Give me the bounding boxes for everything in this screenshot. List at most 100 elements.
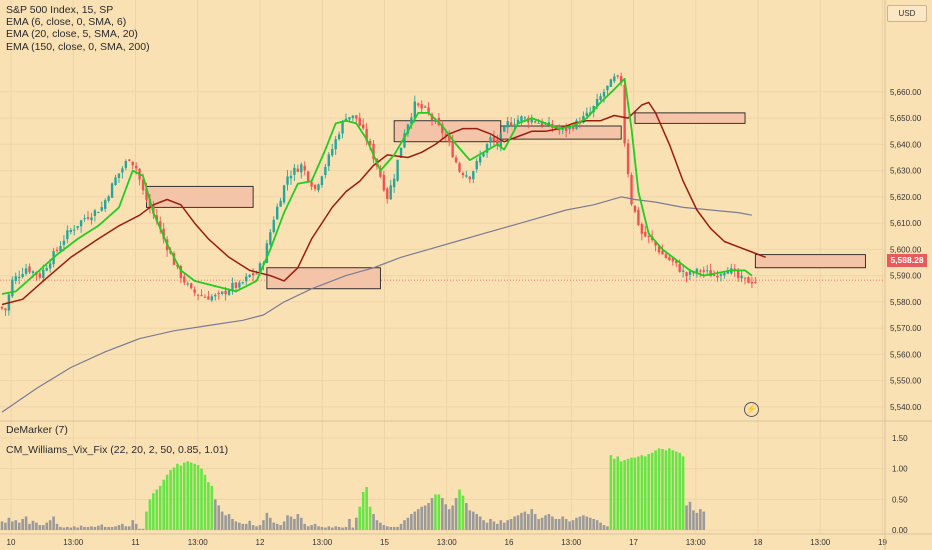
vix-bar — [430, 498, 434, 530]
vix-bar — [379, 522, 382, 530]
candle-body — [568, 125, 571, 130]
candle-body — [55, 249, 59, 251]
candle-body — [675, 260, 678, 264]
vix-bar — [664, 450, 668, 530]
vix-bar — [454, 498, 458, 530]
vix-bar — [324, 527, 327, 530]
candle-body — [644, 231, 647, 237]
vix-bar — [327, 526, 331, 530]
candle-body — [303, 165, 306, 171]
candle-body — [255, 273, 258, 275]
vix-bar — [699, 509, 702, 530]
ema-150-label[interactable]: EMA (150, close, 0, SMA, 200) — [6, 40, 150, 53]
vix-bar — [396, 526, 399, 530]
vix-bar — [423, 505, 427, 530]
x-tick-label: 18 — [754, 538, 763, 547]
candle-body — [28, 266, 31, 273]
ema-20-line — [1, 101, 766, 306]
vix-bar — [375, 520, 379, 530]
vix-bar — [107, 526, 110, 530]
vix-bar — [90, 526, 93, 530]
vix-bar — [575, 517, 578, 530]
candle-body — [272, 219, 275, 233]
vix-bar — [269, 517, 272, 530]
candle-body — [396, 159, 399, 181]
y-tick-label: 5,660.00 — [890, 88, 922, 97]
vix-bar — [544, 515, 547, 530]
vix-bar — [547, 514, 551, 530]
vix-bar — [203, 474, 207, 530]
candle-body — [750, 281, 754, 284]
vix-bar — [650, 452, 654, 530]
vix-bar — [317, 526, 320, 530]
candle-body — [355, 115, 358, 119]
vix-bar — [310, 525, 313, 530]
supply-demand-zones — [146, 112, 866, 290]
vix-bar — [482, 520, 485, 530]
candle-body — [699, 270, 702, 272]
candle-body — [348, 117, 351, 120]
symbol-title[interactable]: S&P 500 Index, 15, SP — [6, 4, 114, 16]
candle-body — [97, 212, 100, 214]
vix-bar — [441, 498, 444, 530]
vix-bar — [606, 526, 609, 530]
vix-bar — [227, 514, 231, 530]
demarker-label[interactable]: DeMarker (7) — [6, 424, 68, 436]
candle-body — [107, 196, 110, 201]
vix-bar — [626, 458, 630, 530]
vix-bar — [7, 517, 11, 530]
candle-body — [503, 126, 506, 132]
vix-bar — [361, 491, 365, 530]
vix-bar — [599, 522, 602, 530]
candle-body — [162, 228, 165, 239]
candle-body — [420, 104, 423, 109]
x-tick-label: 19 — [878, 538, 887, 547]
vix-bar — [189, 462, 193, 530]
vix-bar — [306, 526, 310, 530]
candle-body — [73, 229, 76, 231]
vix-bar — [458, 489, 461, 530]
candle-body — [234, 282, 238, 288]
candle-body — [176, 264, 179, 267]
vix-bar — [513, 516, 516, 530]
vix-bar — [41, 525, 45, 530]
vix-bar — [410, 514, 413, 530]
vix-bar — [688, 501, 692, 530]
candle-body — [313, 184, 317, 189]
vix-bar — [496, 523, 499, 530]
currency-button[interactable]: USD — [887, 5, 927, 22]
candle-body — [478, 156, 482, 163]
candle-body — [317, 184, 320, 191]
vix-bar — [365, 487, 368, 530]
ema-20-label[interactable]: EMA (20, close, 5, SMA, 20) — [6, 28, 138, 41]
candle-body — [633, 205, 637, 212]
vix-bar — [103, 526, 107, 530]
vix-bar — [647, 453, 651, 530]
candle-body — [458, 163, 461, 172]
vix-bar — [692, 510, 695, 530]
candle-body — [193, 289, 196, 293]
vix-bar — [640, 455, 644, 530]
y-tick-label: 5,610.00 — [890, 219, 922, 228]
vix-tick-label: 0.50 — [892, 495, 908, 504]
candle-body — [664, 254, 668, 258]
vix-bar — [69, 527, 73, 530]
ema-6-label[interactable]: EMA (6, close, 0, SMA, 6) — [6, 16, 127, 29]
candle-body — [372, 143, 375, 160]
candle-body — [210, 296, 214, 301]
candle-body — [341, 121, 344, 134]
vixfix-label[interactable]: CM_Williams_Vix_Fix (22, 20, 2, 50, 0.85… — [6, 444, 229, 456]
candle-body — [24, 268, 28, 274]
vix-bar — [83, 526, 86, 530]
vix-bar — [293, 518, 296, 530]
candle-body — [293, 167, 296, 175]
candle-body — [48, 263, 52, 269]
x-tick-label: 16 — [505, 538, 514, 547]
candle-body — [121, 168, 124, 173]
x-tick-label: 17 — [629, 538, 638, 547]
vix-bar — [571, 520, 575, 530]
vix-bar — [134, 523, 138, 530]
vix-bar — [262, 520, 265, 530]
lightning-icon[interactable]: ⚡ — [744, 402, 759, 417]
